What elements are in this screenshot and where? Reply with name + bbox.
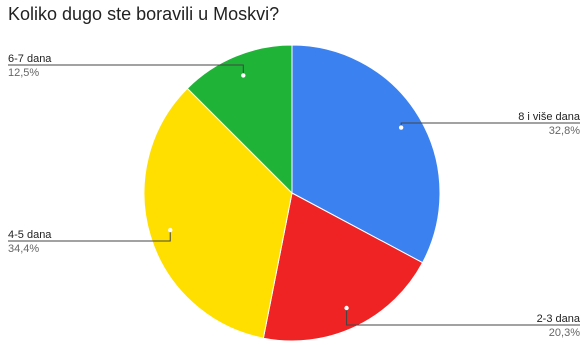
slice-label-4-5-days: 4-5 dana [8, 229, 52, 241]
leader-dot-2-3-days [344, 305, 349, 311]
leader-dot-6-7-days [241, 73, 246, 78]
pie-slice-2-3-days [262, 192, 424, 342]
leader-line-2-3-days [346, 307, 580, 326]
leader-line-4-5-days [8, 230, 171, 242]
slice-percent-4-5-days: 34,4% [8, 243, 39, 255]
pie-slice-4-5-days [143, 87, 293, 339]
slice-label-2-3-days: 2-3 dana [537, 313, 581, 325]
slice-label-8-plus-days: 8 i više dana [518, 111, 581, 123]
leader-dot-4-5-days [168, 227, 173, 233]
leader-line-6-7-days [8, 64, 244, 76]
slice-percent-8-plus-days: 32,8% [549, 125, 580, 137]
pie-slice-8-plus-days [291, 44, 441, 264]
slice-percent-6-7-days: 12,5% [8, 67, 39, 79]
slice-percent-2-3-days: 20,3% [549, 327, 580, 339]
pie-slice-6-7-days [186, 44, 293, 195]
chart-title: Koliko dugo ste boravili u Moskvi? [8, 4, 280, 24]
leader-dot-8-plus-days [398, 125, 404, 130]
slice-label-6-7-days: 6-7 dana [8, 53, 52, 65]
